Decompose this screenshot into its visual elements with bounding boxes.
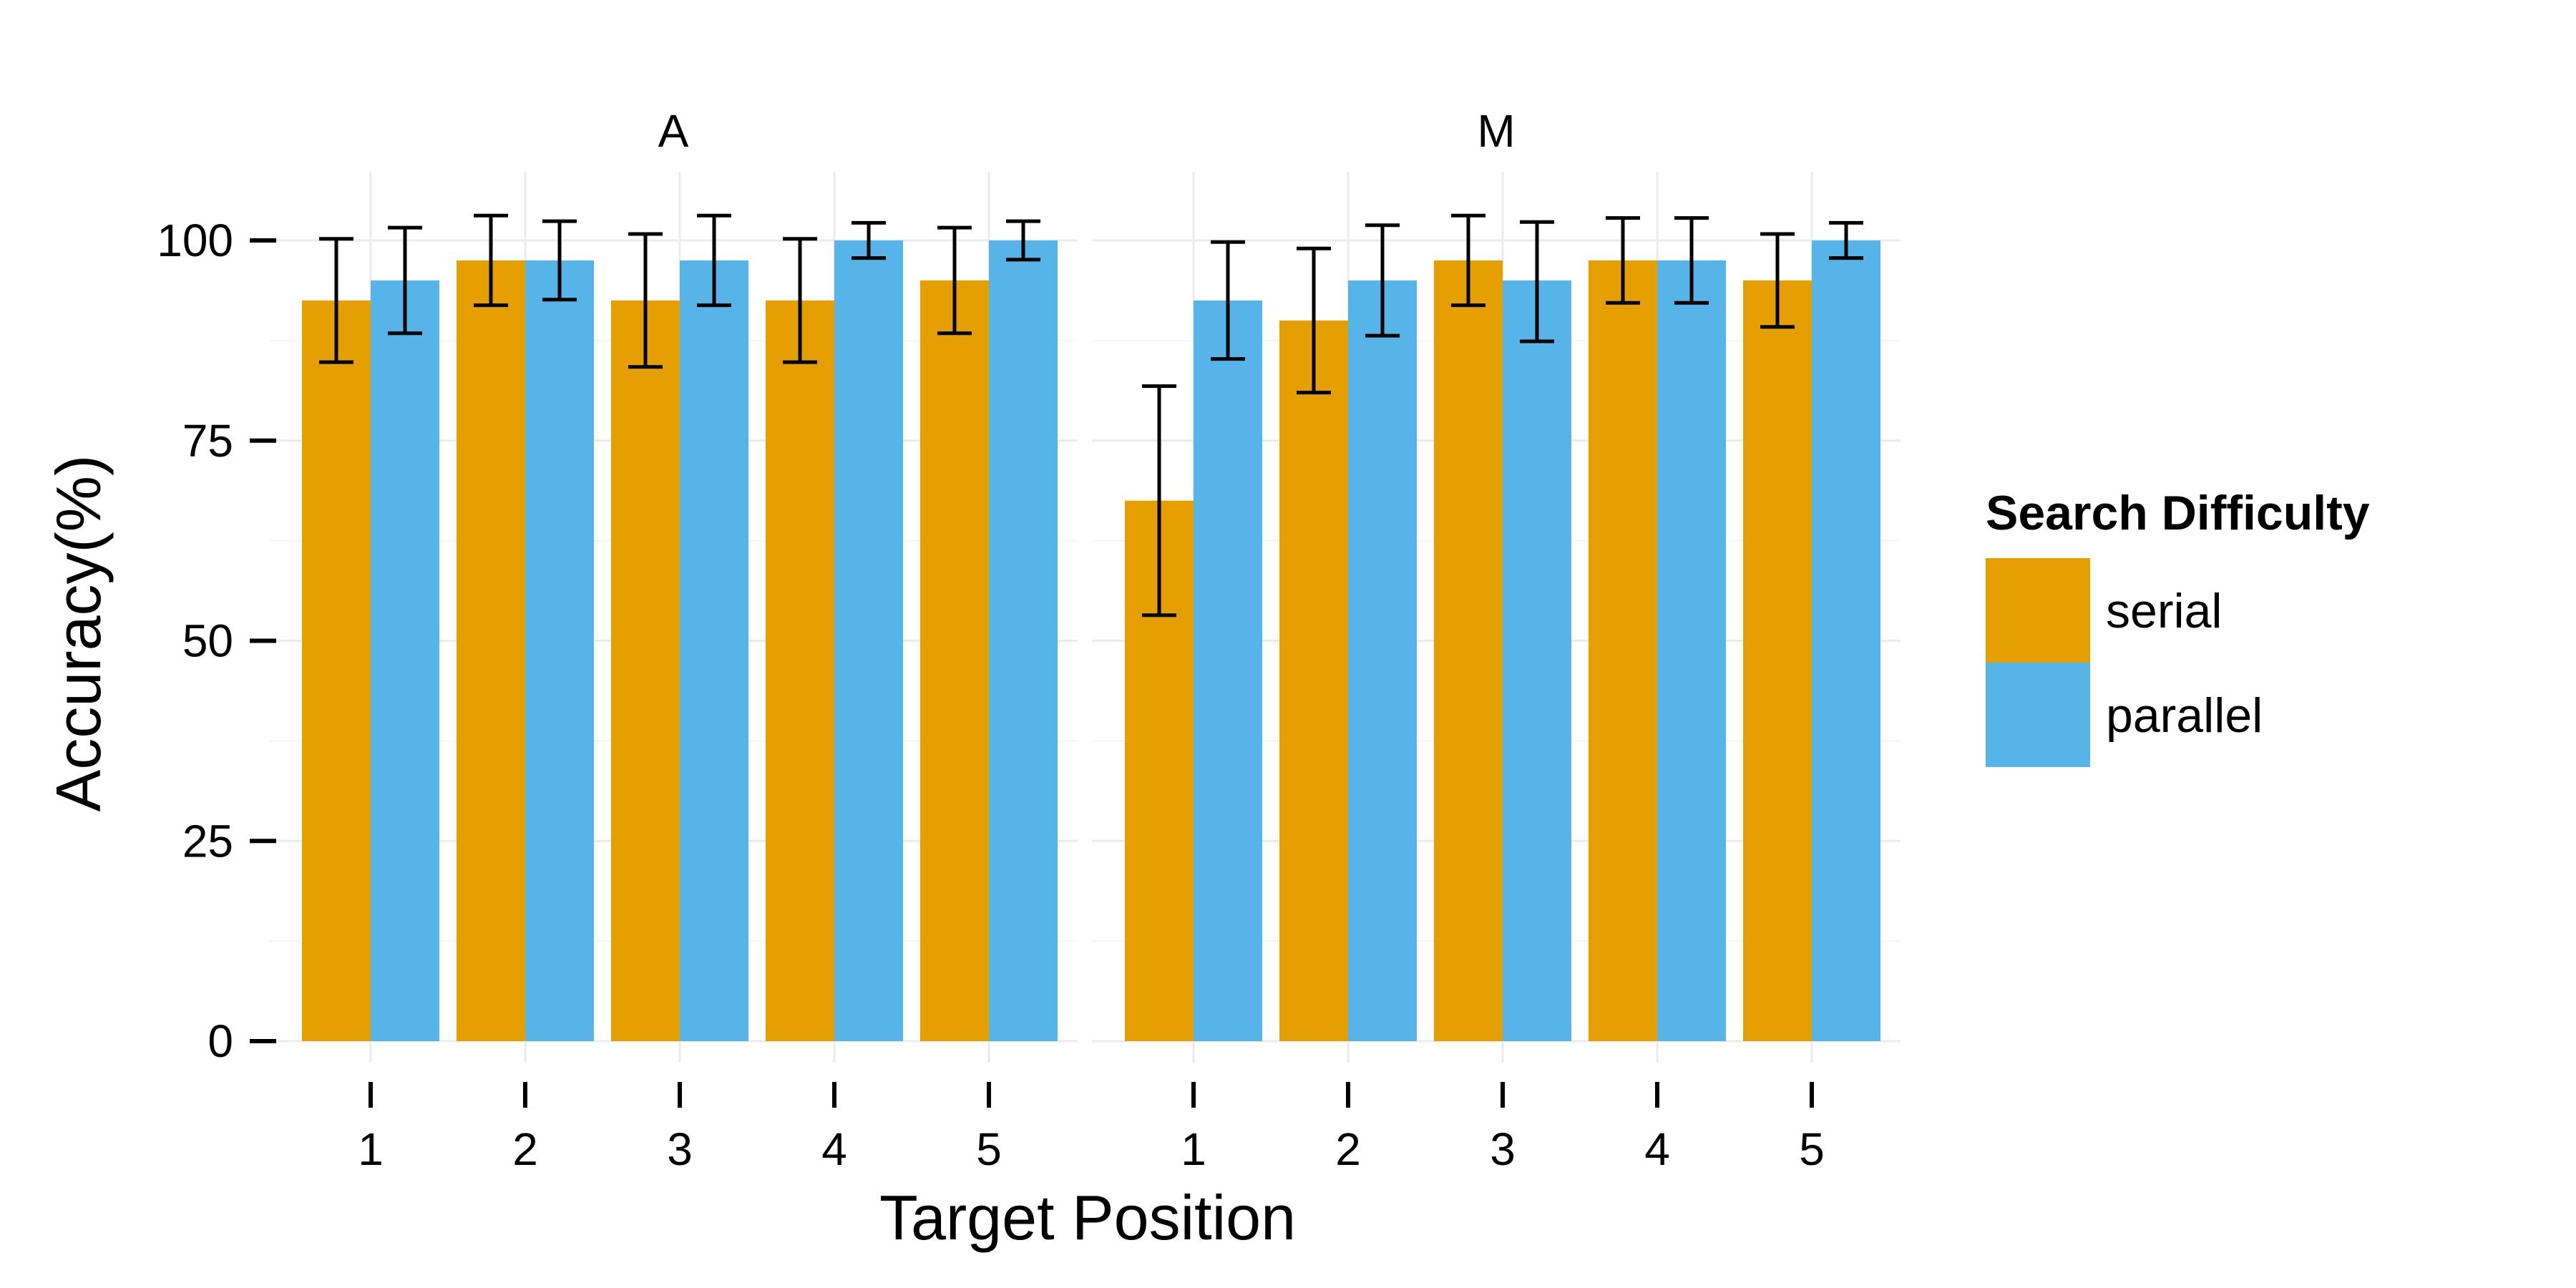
error-bar-serial — [1451, 213, 1485, 308]
error-bar-parallel — [1365, 223, 1400, 338]
bar-parallel — [834, 240, 903, 1041]
error-bar-serial — [937, 225, 972, 336]
x-tick-label: 4 — [821, 1123, 847, 1175]
error-bar-parallel — [852, 220, 886, 260]
bar-serial — [920, 280, 989, 1042]
y-axis: 0 25 50 75 100 — [157, 215, 276, 1067]
y-tick-label: 50 — [182, 615, 233, 667]
bar-serial — [766, 300, 834, 1041]
error-bar-serial — [1760, 232, 1795, 329]
bar-serial — [302, 300, 371, 1041]
error-bar-serial — [1606, 216, 1640, 305]
error-bar-parallel — [1520, 220, 1554, 343]
error-bar-serial — [1142, 384, 1176, 618]
y-axis-title: Accuracy(%) — [43, 455, 114, 812]
error-bar-parallel — [1211, 240, 1245, 361]
error-bar-serial — [319, 237, 353, 364]
error-bar-serial — [1297, 246, 1331, 395]
legend-key-serial — [1986, 558, 2090, 663]
legend-key-parallel — [1986, 663, 2090, 767]
y-tick-label: 100 — [157, 215, 233, 266]
x-tick-label: 5 — [976, 1123, 1002, 1175]
bar-serial — [1279, 320, 1348, 1041]
bar-serial — [457, 260, 525, 1042]
y-tick-label: 75 — [182, 415, 233, 467]
bar-parallel — [525, 260, 594, 1042]
bar-parallel — [680, 260, 748, 1042]
bar-parallel — [371, 280, 439, 1042]
bar-serial — [611, 300, 680, 1041]
legend-title: Search Difficulty — [1986, 486, 2370, 540]
x-tick-label: 2 — [512, 1123, 538, 1175]
x-axis-title: Target Position — [879, 1182, 1296, 1253]
x-tick-label: 3 — [667, 1123, 693, 1175]
error-bar-serial — [474, 213, 508, 308]
x-tick-label: 3 — [1490, 1123, 1516, 1175]
y-tick-label: 0 — [208, 1015, 233, 1067]
x-tick-label: 1 — [358, 1123, 384, 1175]
bar-parallel — [989, 240, 1058, 1041]
x-tick-label: 5 — [1799, 1123, 1825, 1175]
bar-parallel — [1657, 260, 1726, 1042]
panel-A: A — [269, 105, 1078, 1063]
error-bar-serial — [628, 232, 663, 369]
bar-serial — [1589, 260, 1657, 1042]
bar-parallel — [1812, 240, 1880, 1041]
error-bar-parallel — [1829, 220, 1863, 260]
legend: Search Difficulty serial parallel — [1986, 486, 2370, 767]
facet-title: M — [1477, 105, 1515, 157]
facet-title: A — [658, 105, 689, 157]
error-bar-parallel — [542, 219, 577, 302]
x-tick-label: 4 — [1644, 1123, 1670, 1175]
bar-serial — [1743, 280, 1812, 1042]
x-tick-label: 2 — [1335, 1123, 1361, 1175]
panel-M: M — [1092, 105, 1901, 1063]
x-axis: 1 2 3 4 5 1 2 3 4 5 — [358, 1082, 1825, 1175]
legend-label-parallel: parallel — [2106, 688, 2263, 743]
bar-parallel — [1348, 280, 1417, 1042]
error-bar-parallel — [388, 225, 422, 336]
error-bar-parallel — [1674, 216, 1709, 305]
x-tick-label: 1 — [1181, 1123, 1206, 1175]
y-tick-label: 25 — [182, 815, 233, 867]
error-bar-parallel — [697, 213, 731, 308]
bar-parallel — [1194, 300, 1262, 1041]
error-bar-serial — [783, 237, 817, 364]
error-bar-parallel — [1006, 219, 1040, 262]
bar-serial — [1434, 260, 1503, 1042]
legend-label-serial: serial — [2106, 584, 2223, 638]
bar-parallel — [1503, 280, 1571, 1042]
